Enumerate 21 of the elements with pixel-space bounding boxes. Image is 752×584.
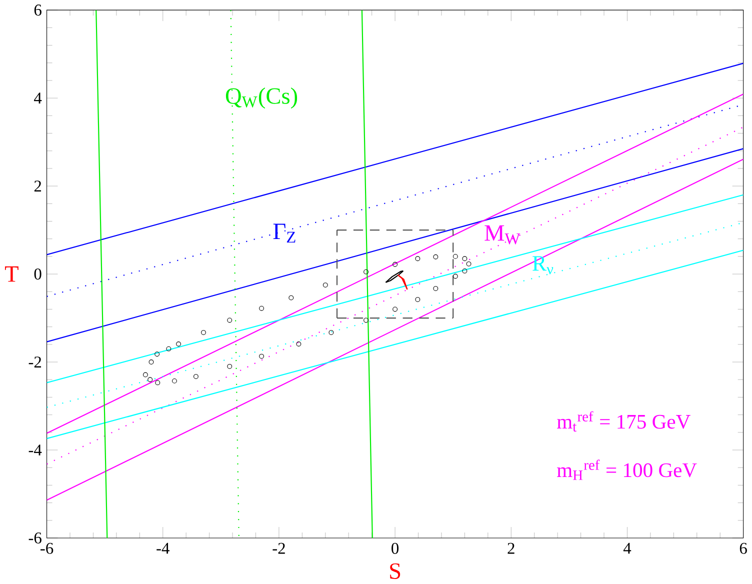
x-tick-label: 2 [508,543,514,554]
x-tick-label: 0 [392,543,399,554]
x-tick-label: 6 [740,543,747,554]
x-tick-label: 4 [623,543,632,554]
y-tick-label: -4 [28,444,42,456]
annotation: Q$_{W}$(Cs) [226,88,298,109]
y-tick-label: 2 [34,180,42,192]
y-tick-label: -2 [28,356,42,368]
y-tick-label: 0 [34,268,42,280]
annotation: R$_{ν}$ [532,256,554,274]
y-tick-label: 6 [34,4,42,16]
y-tick-label: 4 [34,92,42,104]
annotation: m$_{t}$$^{ref}$ = 175 GeV [557,411,690,432]
annotation: m$_{H}$$^{ref}$ = 100 GeV [557,460,697,480]
y-tick-label: -6 [28,532,42,544]
x-tick-label: -2 [272,543,285,554]
annotation: Γ$_{Z}$ [273,224,296,243]
y-axis-title: T [5,266,18,282]
x-axis-title: S [390,564,400,580]
x-tick-label: -4 [156,543,170,554]
annotation: M$_{W}$ [484,226,520,245]
